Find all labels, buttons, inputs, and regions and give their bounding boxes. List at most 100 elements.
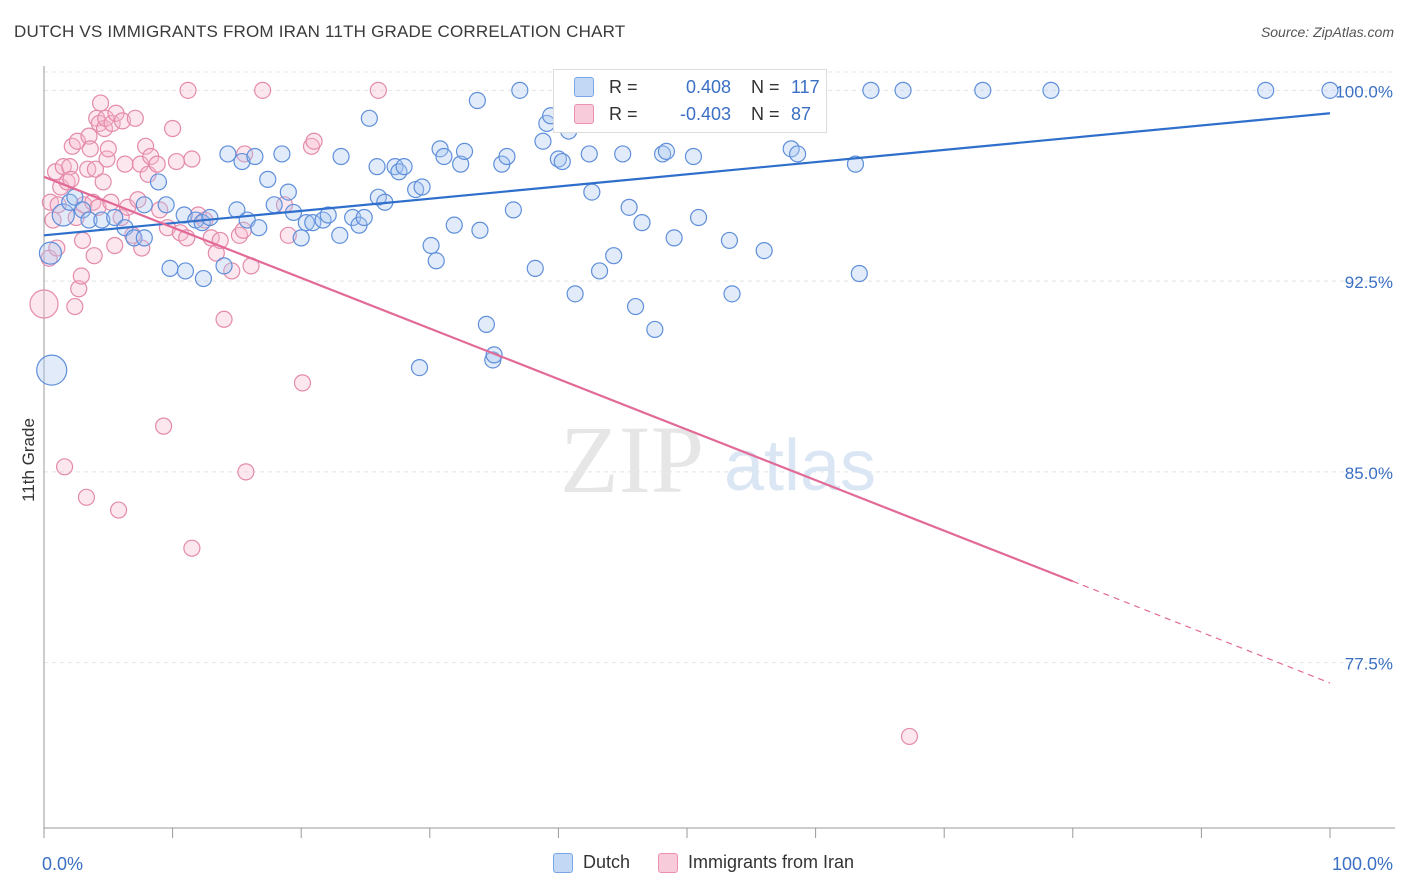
dutch-point-102[interactable]	[755, 241, 773, 260]
dutch-point-36[interactable]	[304, 214, 322, 232]
dutch-point-38[interactable]	[319, 206, 337, 224]
dutch-point-14[interactable]	[157, 196, 175, 214]
iran-point-13[interactable]	[63, 137, 81, 155]
dutch-point-98[interactable]	[723, 285, 741, 303]
dutch-point-97[interactable]	[720, 231, 739, 250]
dutch-point-88[interactable]	[646, 320, 664, 339]
dutch-point-79[interactable]	[580, 145, 598, 163]
iran-point-79[interactable]	[279, 226, 297, 244]
dutch-point-63[interactable]	[477, 315, 495, 333]
iran-point-84[interactable]	[900, 727, 919, 746]
iran-point-59[interactable]	[167, 152, 186, 171]
iran-point-21[interactable]	[77, 488, 96, 506]
dutch-point-5[interactable]	[73, 201, 92, 219]
iran-point-58[interactable]	[164, 119, 182, 138]
iran-point-27[interactable]	[86, 160, 105, 178]
dutch-point-34[interactable]	[292, 229, 310, 247]
dutch-point-62[interactable]	[471, 221, 489, 239]
dutch-point-54[interactable]	[422, 236, 440, 255]
dutch-point-13[interactable]	[149, 173, 168, 191]
dutch-point-22[interactable]	[215, 257, 233, 275]
iran-point-42[interactable]	[112, 208, 130, 227]
dutch-point-80[interactable]	[583, 183, 601, 201]
dutch-point-50[interactable]	[395, 158, 413, 176]
iran-point-83[interactable]	[369, 81, 387, 99]
dutch-point-91[interactable]	[665, 229, 683, 247]
iran-point-82[interactable]	[305, 132, 323, 150]
dutch-point-8[interactable]	[106, 208, 124, 227]
iran-point-39[interactable]	[106, 236, 124, 255]
iran-point-56[interactable]	[154, 417, 173, 435]
iran-point-80[interactable]	[293, 374, 312, 392]
dutch-point-44[interactable]	[360, 109, 378, 127]
dutch-point-40[interactable]	[332, 147, 350, 166]
dutch-point-107[interactable]	[850, 264, 868, 283]
iran-point-44[interactable]	[116, 155, 134, 173]
dutch-point-29[interactable]	[259, 170, 277, 188]
dutch-point-112[interactable]	[1257, 81, 1275, 99]
dutch-point-93[interactable]	[684, 147, 703, 166]
dutch-point-6[interactable]	[80, 211, 98, 229]
dutch-point-81[interactable]	[590, 262, 609, 280]
dutch-point-108[interactable]	[862, 81, 880, 99]
dutch-point-17[interactable]	[176, 262, 195, 280]
iran-point-54[interactable]	[148, 155, 166, 173]
dutch-point-83[interactable]	[605, 247, 623, 265]
dutch-point-90[interactable]	[657, 142, 676, 160]
dutch-point-39[interactable]	[331, 226, 349, 244]
iran-point-0[interactable]	[29, 289, 59, 319]
legend-item-dutch[interactable]: Dutch	[553, 852, 630, 873]
dutch-point-69[interactable]	[511, 81, 529, 99]
dutch-point-109[interactable]	[894, 81, 912, 99]
dutch-point-59[interactable]	[452, 155, 470, 173]
dutch-point-53[interactable]	[413, 178, 431, 196]
dutch-point-104[interactable]	[788, 145, 807, 163]
iran-point-47[interactable]	[126, 109, 144, 127]
dutch-point-61[interactable]	[468, 91, 486, 110]
dutch-point-75[interactable]	[553, 152, 571, 171]
dutch-point-32[interactable]	[279, 183, 297, 201]
dutch-point-25[interactable]	[233, 152, 251, 171]
dutch-point-57[interactable]	[435, 147, 453, 166]
dutch-point-113[interactable]	[1321, 81, 1339, 99]
dutch-point-106[interactable]	[846, 155, 865, 173]
iran-point-63[interactable]	[183, 150, 201, 168]
dutch-point-71[interactable]	[534, 132, 552, 150]
iran-point-41[interactable]	[109, 501, 128, 519]
iran-point-31[interactable]	[91, 94, 110, 112]
dutch-point-43[interactable]	[355, 208, 373, 227]
iran-point-77[interactable]	[254, 81, 272, 99]
dutch-point-87[interactable]	[633, 214, 651, 232]
iran-point-19[interactable]	[73, 231, 92, 250]
iran-point-32[interactable]	[94, 173, 112, 191]
iran-point-18[interactable]	[72, 267, 90, 285]
dutch-point-49[interactable]	[390, 163, 408, 181]
dutch-point-3[interactable]	[61, 193, 79, 211]
dutch-point-30[interactable]	[265, 196, 283, 214]
dutch-point-21[interactable]	[201, 208, 219, 227]
dutch-point-11[interactable]	[135, 229, 153, 247]
dutch-point-67[interactable]	[498, 147, 516, 166]
iran-point-17[interactable]	[70, 280, 88, 298]
dutch-point-45[interactable]	[368, 158, 386, 176]
iran-point-38[interactable]	[103, 114, 121, 133]
iran-point-36[interactable]	[99, 140, 117, 158]
iran-point-75[interactable]	[237, 463, 255, 481]
dutch-point-84[interactable]	[614, 145, 632, 163]
legend-item-iran[interactable]: Immigrants from Iran	[658, 852, 854, 873]
iran-point-26[interactable]	[85, 247, 103, 265]
dutch-point-35[interactable]	[297, 214, 315, 232]
dutch-point-31[interactable]	[273, 145, 291, 163]
dutch-point-111[interactable]	[1042, 81, 1060, 99]
dutch-point-2[interactable]	[51, 203, 75, 227]
dutch-point-86[interactable]	[626, 297, 645, 316]
iran-point-23[interactable]	[80, 127, 98, 145]
dutch-point-27[interactable]	[246, 147, 264, 166]
dutch-point-15[interactable]	[161, 259, 179, 278]
dutch-point-60[interactable]	[455, 142, 474, 160]
iran-point-24[interactable]	[81, 140, 99, 158]
dutch-point-94[interactable]	[689, 208, 708, 227]
dutch-point-85[interactable]	[620, 198, 638, 216]
dutch-point-12[interactable]	[135, 196, 153, 214]
iran-point-62[interactable]	[179, 81, 197, 99]
